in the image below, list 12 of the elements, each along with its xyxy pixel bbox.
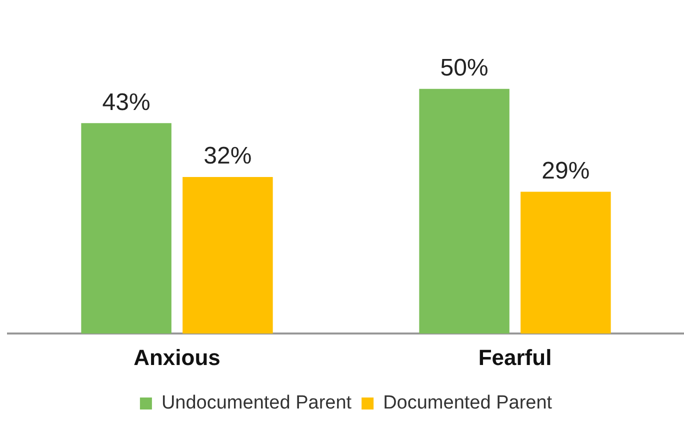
bar xyxy=(520,192,611,334)
bar xyxy=(182,177,273,334)
legend-label: Documented Parent xyxy=(383,392,553,414)
data-label: 32% xyxy=(204,142,252,170)
x-tick-label: Fearful xyxy=(478,344,552,370)
legend-label: Undocumented Parent xyxy=(161,392,352,414)
x-tick-label: Anxious xyxy=(134,344,220,370)
bar xyxy=(419,88,510,334)
data-label: 43% xyxy=(102,88,150,116)
bar xyxy=(81,123,172,334)
data-label: 29% xyxy=(542,157,590,184)
data-label: 50% xyxy=(440,54,488,82)
